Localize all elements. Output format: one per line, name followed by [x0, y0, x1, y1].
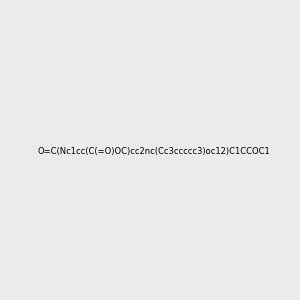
Text: O=C(Nc1cc(C(=O)OC)cc2nc(Cc3ccccc3)oc12)C1CCOC1: O=C(Nc1cc(C(=O)OC)cc2nc(Cc3ccccc3)oc12)C…	[38, 147, 270, 156]
